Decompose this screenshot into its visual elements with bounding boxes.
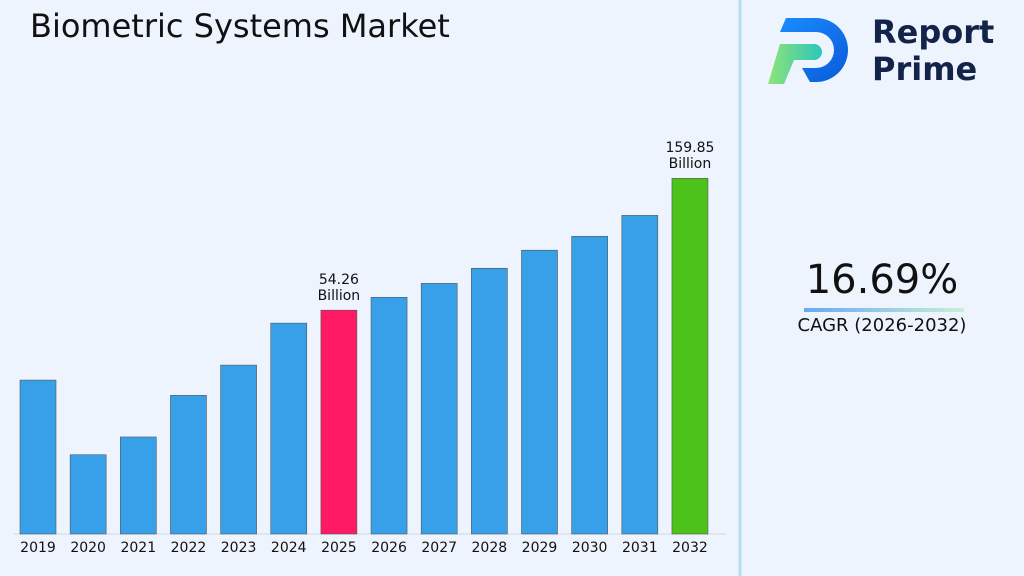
chart-title: Biometric Systems Market bbox=[30, 7, 450, 45]
x-tick-label: 2026 bbox=[371, 540, 407, 556]
logo-icon bbox=[768, 18, 848, 84]
bar bbox=[621, 215, 659, 535]
x-tick-label: 2029 bbox=[522, 540, 558, 556]
bar bbox=[571, 236, 608, 535]
logo-text: Report bbox=[872, 13, 994, 51]
x-tick-label: 2027 bbox=[421, 540, 457, 556]
logo-text: Prime bbox=[872, 50, 977, 88]
x-tick-label: 2025 bbox=[321, 540, 357, 556]
x-tick-label: 2031 bbox=[622, 540, 658, 556]
bar bbox=[270, 322, 308, 535]
x-tick-label: 2022 bbox=[171, 540, 207, 556]
x-tick-label: 2021 bbox=[120, 540, 156, 556]
cagr-label: CAGR (2026-2032) bbox=[798, 315, 967, 336]
x-tick-label: 2020 bbox=[70, 540, 106, 556]
bar bbox=[471, 267, 508, 535]
bar bbox=[120, 436, 157, 535]
value-label: 159.85 Billion bbox=[665, 140, 715, 173]
x-tick-label: 2030 bbox=[572, 540, 608, 556]
x-tick-label: 2023 bbox=[221, 540, 257, 556]
bar bbox=[320, 309, 358, 535]
underline bbox=[804, 308, 964, 312]
bar bbox=[370, 297, 408, 535]
bar bbox=[521, 249, 558, 535]
bar bbox=[69, 454, 107, 535]
bar bbox=[671, 178, 709, 535]
cagr-value: 16.69% bbox=[806, 257, 959, 303]
bar bbox=[220, 364, 257, 535]
value-label: 54.26 Billion bbox=[317, 272, 361, 305]
x-tick-label: 2032 bbox=[672, 540, 708, 556]
x-tick-label: 2024 bbox=[271, 540, 307, 556]
x-tick-label: 2028 bbox=[472, 540, 508, 556]
bar bbox=[420, 283, 458, 535]
bar bbox=[170, 395, 207, 535]
bar bbox=[19, 379, 57, 535]
x-tick-label: 2019 bbox=[20, 540, 56, 556]
